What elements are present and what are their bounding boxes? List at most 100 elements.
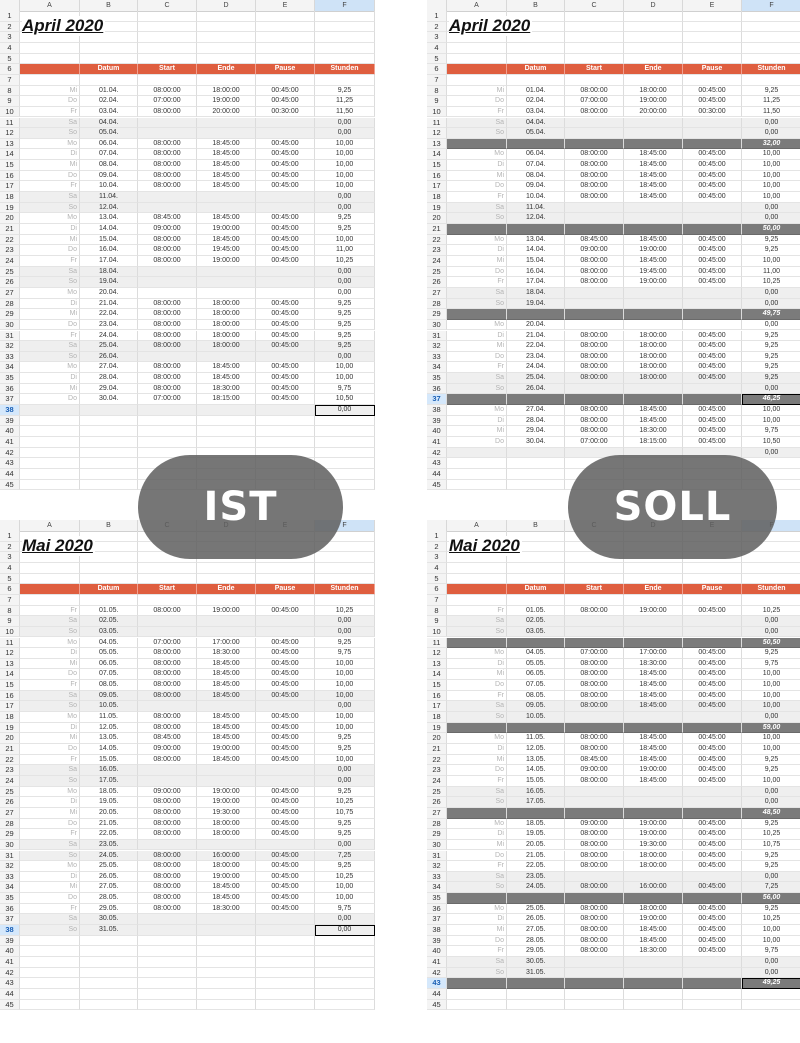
row-number[interactable]: 44: [427, 468, 447, 480]
cell-a15[interactable]: Di: [447, 160, 507, 171]
cell-c29[interactable]: 08:00:00: [565, 829, 624, 840]
row-number[interactable]: 1: [0, 531, 20, 542]
cell-b38[interactable]: 31.05.: [80, 925, 138, 936]
cell-e8[interactable]: 00:45:00: [256, 605, 315, 617]
cell-a4[interactable]: [447, 562, 507, 574]
cell-e24[interactable]: 00:45:00: [256, 255, 315, 267]
cell-b34[interactable]: 27.05.: [80, 882, 138, 894]
cell-b4[interactable]: [507, 562, 565, 574]
cell-b35[interactable]: 28.04.: [80, 373, 138, 384]
cell-b40[interactable]: 29.05.: [507, 946, 565, 957]
cell-a18[interactable]: So: [447, 712, 507, 723]
header-cell-pause[interactable]: Pause: [256, 584, 315, 595]
cell-d29[interactable]: [624, 309, 683, 320]
cell-a43[interactable]: [20, 458, 80, 469]
cell-f12[interactable]: 0,00: [742, 128, 800, 139]
cell-c37[interactable]: [138, 914, 197, 926]
cell-d18[interactable]: 18:45:00: [624, 192, 683, 203]
cell-f44[interactable]: [742, 989, 800, 1000]
cell-a29[interactable]: Mi: [20, 309, 80, 320]
cell-d38[interactable]: [197, 925, 256, 936]
row-number[interactable]: 35: [0, 373, 20, 384]
column-header-f[interactable]: F: [742, 0, 800, 11]
cell-d10[interactable]: 20:00:00: [197, 106, 256, 118]
cell-e12[interactable]: 00:45:00: [256, 648, 315, 659]
cell-e15[interactable]: 00:45:00: [683, 160, 742, 171]
cell-a22[interactable]: Mi: [447, 754, 507, 766]
cell-d8[interactable]: 19:00:00: [197, 605, 256, 617]
cell-f33[interactable]: 0,00: [315, 351, 375, 363]
cell-d23[interactable]: [197, 765, 256, 776]
row-number[interactable]: 16: [427, 170, 447, 182]
cell-b43[interactable]: [80, 458, 138, 469]
cell-a12[interactable]: Mo: [447, 648, 507, 659]
cell-a35[interactable]: Di: [20, 373, 80, 384]
cell-e3[interactable]: [683, 552, 742, 563]
cell-a37[interactable]: [447, 394, 507, 406]
cell-d5[interactable]: [197, 573, 256, 585]
cell-b33[interactable]: 23.05.: [507, 871, 565, 883]
cell-e32[interactable]: 00:45:00: [256, 341, 315, 352]
cell-f37[interactable]: 0,00: [315, 914, 375, 926]
row-number[interactable]: 29: [0, 829, 20, 840]
cell-e19[interactable]: 00:45:00: [256, 722, 315, 734]
cell-b44[interactable]: [507, 468, 565, 480]
cell-a25[interactable]: Sa: [20, 266, 80, 278]
cell-f32[interactable]: 9,25: [315, 341, 375, 352]
row-number[interactable]: 29: [427, 309, 447, 320]
cell-f9[interactable]: 11,25: [315, 96, 375, 107]
cell-f26[interactable]: 10,25: [315, 797, 375, 808]
cell-b41[interactable]: 30.04.: [507, 437, 565, 448]
cell-b22[interactable]: 13.05.: [507, 754, 565, 766]
cell-f27[interactable]: 0,00: [315, 287, 375, 299]
cell-d19[interactable]: [624, 722, 683, 734]
cell-f22[interactable]: 10,00: [315, 754, 375, 766]
cell-b42[interactable]: [80, 967, 138, 979]
cell-d36[interactable]: 18:30:00: [197, 903, 256, 915]
cell-a24[interactable]: Mi: [447, 255, 507, 267]
cell-a24[interactable]: So: [20, 775, 80, 787]
header-cell-start[interactable]: Start: [565, 64, 624, 75]
header-cell-start[interactable]: Start: [138, 64, 197, 75]
cell-e12[interactable]: [683, 128, 742, 139]
cell-c36[interactable]: 08:00:00: [565, 903, 624, 915]
cell-b2[interactable]: [507, 541, 565, 553]
cell-d36[interactable]: [624, 383, 683, 395]
cell-d10[interactable]: [624, 626, 683, 638]
row-number[interactable]: 43: [427, 978, 447, 989]
cell-c20[interactable]: 08:45:00: [138, 733, 197, 744]
header-cell-end[interactable]: Ende: [624, 584, 683, 595]
cell-c35[interactable]: 08:00:00: [138, 893, 197, 904]
cell-a40[interactable]: [20, 426, 80, 437]
cell-e32[interactable]: 00:45:00: [683, 341, 742, 352]
cell-a11[interactable]: Sa: [447, 117, 507, 129]
cell-b9[interactable]: 02.05.: [507, 616, 565, 627]
cell-c17[interactable]: 08:00:00: [138, 181, 197, 193]
cell-e37[interactable]: [683, 394, 742, 406]
cell-b30[interactable]: 20.05.: [507, 839, 565, 851]
cell-d24[interactable]: 18:45:00: [624, 255, 683, 267]
cell-d33[interactable]: [624, 871, 683, 883]
row-number[interactable]: 8: [427, 85, 447, 97]
cell-f35[interactable]: 56,00: [742, 893, 800, 904]
cell-a20[interactable]: Mi: [20, 733, 80, 744]
cell-d23[interactable]: 19:00:00: [624, 765, 683, 776]
cell-b10[interactable]: 03.04.: [80, 106, 138, 118]
cell-c37[interactable]: 08:00:00: [565, 914, 624, 926]
cell-c28[interactable]: [565, 298, 624, 310]
cell-e40[interactable]: 00:45:00: [683, 426, 742, 437]
cell-d8[interactable]: 18:00:00: [197, 85, 256, 97]
row-number[interactable]: 13: [427, 138, 447, 150]
cell-a22[interactable]: Mo: [447, 234, 507, 246]
select-all-corner[interactable]: [427, 520, 447, 531]
row-number[interactable]: 22: [427, 234, 447, 246]
row-number[interactable]: 39: [427, 935, 447, 947]
cell-b24[interactable]: 15.04.: [507, 255, 565, 267]
cell-e26[interactable]: [256, 277, 315, 288]
row-number[interactable]: 11: [0, 637, 20, 649]
cell-b25[interactable]: 18.04.: [80, 266, 138, 278]
header-cell-start[interactable]: Start: [565, 584, 624, 595]
cell-c4[interactable]: [138, 562, 197, 574]
cell-c39[interactable]: [138, 415, 197, 427]
row-number[interactable]: 14: [0, 669, 20, 681]
